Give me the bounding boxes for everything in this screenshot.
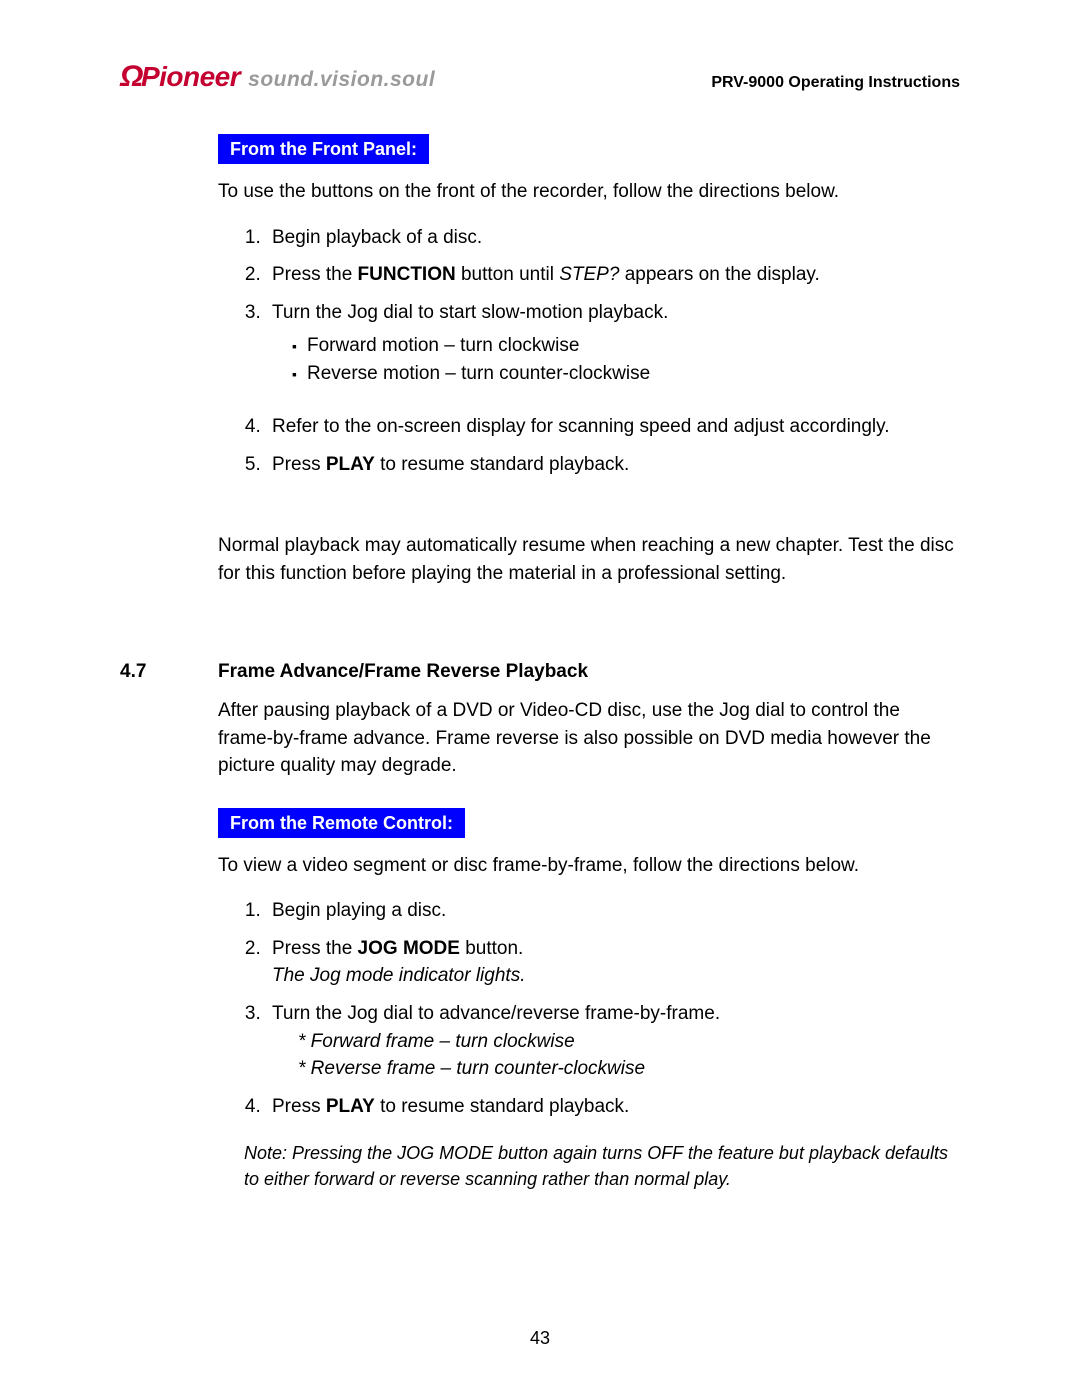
section-label-remote: From the Remote Control: [218,808,465,838]
front-panel-intro: To use the buttons on the front of the r… [218,178,960,206]
section-title: Frame Advance/Frame Reverse Playback [218,658,588,686]
list-item: Press PLAY to resume standard playback. [266,1093,960,1121]
frame-advance-intro: After pausing playback of a DVD or Video… [218,697,960,780]
section-label-front-panel: From the Front Panel: [218,134,429,164]
page-header: ΩPioneer sound.vision.soul PRV-9000 Oper… [120,60,960,94]
brand-tagline: sound.vision.soul [248,68,435,92]
section-heading-row: 4.7 Frame Advance/Frame Reverse Playback [120,658,960,686]
sub-note: * Reverse frame – turn counter-clockwise [298,1055,960,1083]
page-content: From the Front Panel: To use the buttons… [218,134,960,1192]
list-item: Begin playing a disc. [266,897,960,925]
list-item: Reverse motion – turn counter-clockwise [292,360,960,388]
footnote: Note: Pressing the JOG MODE button again… [244,1140,960,1192]
brand-logo: ΩPioneer [120,60,240,94]
list-item: Press the FUNCTION button until STEP? ap… [266,261,960,289]
remote-lead: To view a video segment or disc frame-by… [218,852,960,880]
sub-note: * Forward frame – turn clockwise [298,1028,960,1056]
list-item: Press the JOG MODE button. The Jog mode … [266,935,960,990]
remote-steps: Begin playing a disc. Press the JOG MODE… [218,897,960,1120]
step-note: The Jog mode indicator lights. [272,962,960,990]
section-number: 4.7 [120,658,218,686]
list-item: Refer to the on-screen display for scann… [266,413,960,441]
page-number: 43 [0,1328,1080,1349]
list-item: Begin playback of a disc. [266,224,960,252]
list-item: Turn the Jog dial to advance/reverse fra… [266,1000,960,1083]
doc-title: PRV-9000 Operating Instructions [711,74,960,92]
list-item: Forward motion – turn clockwise [292,332,960,360]
sub-list: Forward motion – turn clockwise Reverse … [272,332,960,387]
front-panel-steps: Begin playback of a disc. Press the FUNC… [218,224,960,479]
front-panel-followup: Normal playback may automatically resume… [218,532,960,587]
document-page: ΩPioneer sound.vision.soul PRV-9000 Oper… [0,0,1080,1232]
brand-block: ΩPioneer sound.vision.soul [120,60,435,94]
list-item: Press PLAY to resume standard playback. [266,451,960,479]
list-item: Turn the Jog dial to start slow-motion p… [266,299,960,388]
